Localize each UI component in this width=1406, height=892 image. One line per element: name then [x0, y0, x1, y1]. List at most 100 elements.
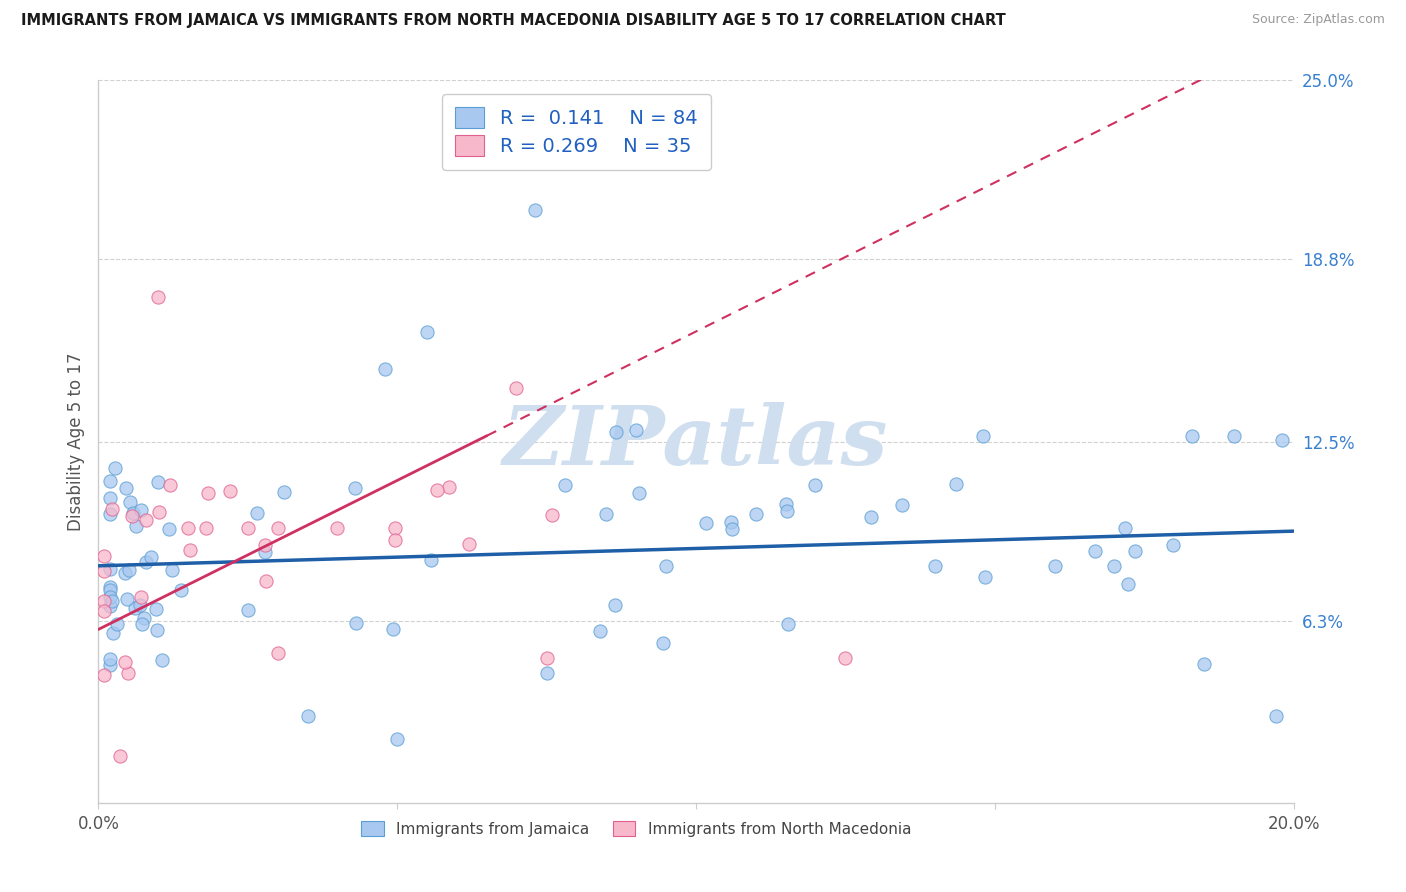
- Point: [776, 504, 799, 518]
- Point: [804, 478, 827, 492]
- Point: [1084, 544, 1107, 558]
- Point: [246, 507, 269, 521]
- Point: [114, 566, 136, 580]
- Point: [124, 600, 146, 615]
- Point: [384, 533, 406, 547]
- Point: [273, 484, 295, 499]
- Point: [374, 362, 396, 376]
- Point: [1223, 429, 1246, 443]
- Point: [346, 615, 368, 630]
- Point: [132, 610, 155, 624]
- Point: [860, 510, 883, 524]
- Point: [135, 512, 157, 526]
- Point: [655, 558, 678, 573]
- Point: [1192, 657, 1215, 671]
- Point: [595, 507, 617, 521]
- Point: [326, 521, 349, 535]
- Point: [100, 502, 122, 516]
- Point: [536, 665, 558, 680]
- Point: [148, 505, 170, 519]
- Y-axis label: Disability Age 5 to 17: Disability Age 5 to 17: [66, 352, 84, 531]
- Point: [114, 655, 136, 669]
- Point: [505, 381, 527, 395]
- Point: [98, 562, 122, 576]
- Point: [419, 553, 441, 567]
- Point: [297, 709, 319, 723]
- Point: [695, 516, 717, 531]
- Point: [1104, 558, 1126, 573]
- Point: [426, 483, 449, 498]
- Point: [131, 616, 153, 631]
- Point: [1116, 576, 1139, 591]
- Point: [589, 624, 612, 638]
- Point: [122, 506, 145, 520]
- Point: [148, 475, 170, 490]
- Point: [384, 521, 406, 535]
- Point: [121, 508, 143, 523]
- Point: [177, 521, 200, 535]
- Point: [1271, 433, 1294, 447]
- Point: [104, 461, 127, 475]
- Point: [179, 543, 201, 558]
- Point: [523, 203, 546, 218]
- Point: [146, 623, 169, 637]
- Point: [98, 590, 122, 604]
- Point: [148, 290, 170, 304]
- Point: [541, 508, 564, 522]
- Point: [605, 599, 627, 613]
- Point: [115, 481, 138, 495]
- Point: [1161, 538, 1184, 552]
- Point: [1123, 544, 1146, 558]
- Point: [103, 625, 125, 640]
- Point: [1181, 429, 1204, 443]
- Point: [105, 617, 128, 632]
- Point: [974, 570, 997, 584]
- Point: [834, 651, 856, 665]
- Point: [118, 563, 141, 577]
- Point: [385, 732, 409, 747]
- Point: [93, 593, 115, 607]
- Point: [554, 478, 576, 492]
- Legend: Immigrants from Jamaica, Immigrants from North Macedonia: Immigrants from Jamaica, Immigrants from…: [352, 812, 921, 846]
- Point: [98, 583, 122, 598]
- Point: [1114, 521, 1136, 535]
- Point: [98, 491, 122, 505]
- Point: [720, 515, 742, 529]
- Point: [605, 425, 627, 439]
- Point: [159, 478, 181, 492]
- Point: [145, 602, 167, 616]
- Point: [253, 545, 276, 559]
- Point: [195, 521, 218, 535]
- Point: [141, 549, 163, 564]
- Point: [776, 617, 799, 632]
- Point: [157, 521, 180, 535]
- Point: [135, 555, 157, 569]
- Point: [101, 593, 124, 607]
- Point: [891, 498, 914, 512]
- Point: [219, 483, 242, 498]
- Point: [98, 652, 122, 666]
- Point: [652, 636, 675, 650]
- Point: [381, 622, 404, 636]
- Point: [150, 653, 173, 667]
- Point: [98, 657, 122, 672]
- Point: [1264, 709, 1286, 723]
- Point: [93, 549, 115, 563]
- Point: [108, 748, 131, 763]
- Point: [120, 494, 142, 508]
- Point: [117, 665, 139, 680]
- Point: [628, 485, 651, 500]
- Point: [238, 603, 260, 617]
- Point: [267, 646, 290, 660]
- Point: [117, 591, 139, 606]
- Point: [775, 497, 797, 511]
- Point: [236, 521, 259, 535]
- Text: IMMIGRANTS FROM JAMAICA VS IMMIGRANTS FROM NORTH MACEDONIA DISABILITY AGE 5 TO 1: IMMIGRANTS FROM JAMAICA VS IMMIGRANTS FR…: [21, 13, 1005, 29]
- Point: [93, 667, 115, 681]
- Point: [416, 325, 439, 339]
- Point: [254, 538, 277, 552]
- Point: [924, 558, 946, 573]
- Point: [98, 508, 122, 522]
- Point: [254, 574, 277, 588]
- Point: [1043, 558, 1066, 573]
